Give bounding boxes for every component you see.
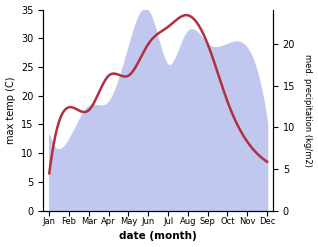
Y-axis label: max temp (C): max temp (C) [5, 76, 16, 144]
Y-axis label: med. precipitation (kg/m2): med. precipitation (kg/m2) [303, 54, 313, 166]
X-axis label: date (month): date (month) [119, 231, 197, 242]
